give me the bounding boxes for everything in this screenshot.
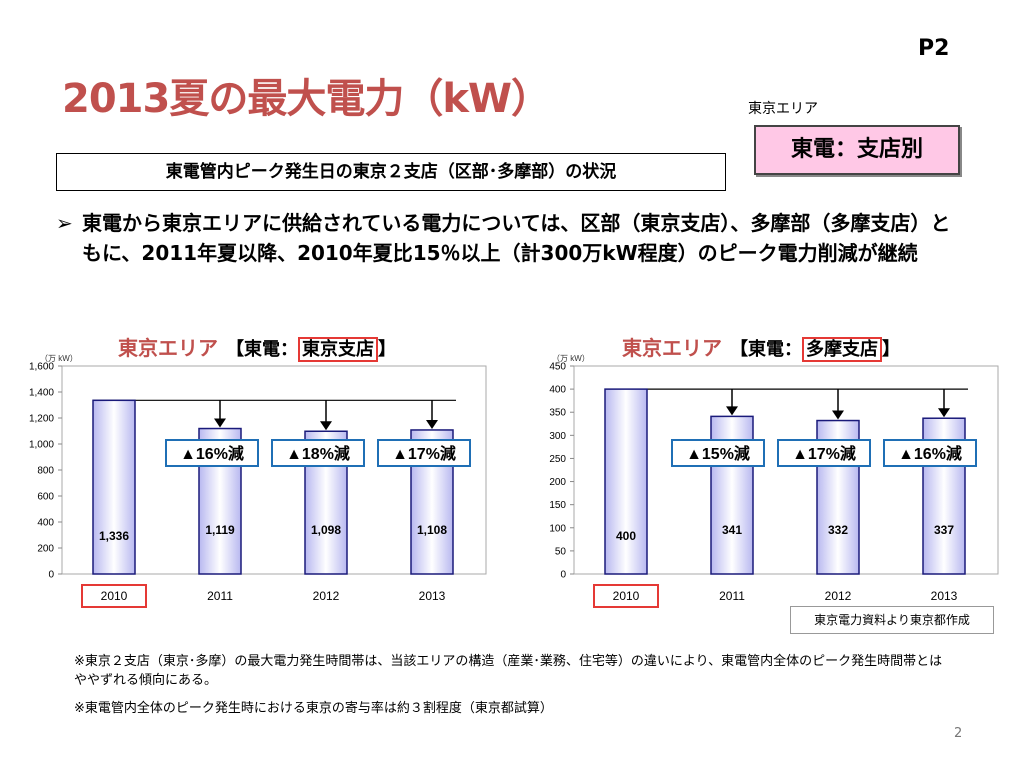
y-tick-label: 0	[560, 570, 566, 581]
chart-2-open: 【東電：	[730, 339, 802, 360]
reduction-label: ▲17%減	[392, 444, 456, 463]
y-tick-label: 250	[549, 454, 566, 465]
y-tick-label: 300	[549, 431, 566, 442]
reduction-arrowhead	[320, 421, 332, 431]
category-label: 2011	[719, 589, 745, 603]
y-unit-label: （万 kW）	[552, 354, 590, 363]
y-tick-label: 600	[37, 492, 54, 503]
bar-value-label: 337	[934, 523, 954, 537]
plot-frame	[573, 365, 999, 575]
y-tick-label: 200	[549, 477, 566, 488]
reduction-arrowhead	[726, 406, 738, 416]
y-tick-label: 100	[549, 523, 566, 534]
y-tick-label: 50	[555, 546, 567, 557]
y-tick-label: 1,200	[29, 414, 54, 425]
bar-value-label: 400	[616, 529, 636, 543]
y-tick-label: 150	[549, 500, 566, 511]
chart-2-heading: 東京エリア 【東電： 多摩支店】	[622, 332, 900, 362]
page-title: 2013夏の最大電力（kW）	[62, 76, 551, 122]
bar-value-label: 332	[828, 523, 848, 537]
reduction-label: ▲15%減	[686, 444, 750, 463]
y-tick-label: 1,400	[29, 388, 54, 399]
chart-2-close: 】	[882, 339, 900, 360]
source-note: 東京電力資料より東京都作成	[790, 606, 994, 634]
bar-value-label: 1,098	[311, 523, 341, 537]
reduction-badge	[777, 439, 871, 467]
reduction-arrowhead	[938, 408, 950, 418]
bar	[92, 399, 136, 575]
reduction-label: ▲17%減	[792, 444, 856, 463]
reduction-label: ▲18%減	[286, 444, 350, 463]
y-tick-label: 350	[549, 408, 566, 419]
chart-1-branch: 東京支店	[298, 337, 378, 362]
reduction-label: ▲16%減	[180, 444, 244, 463]
reduction-arrowhead	[214, 418, 226, 428]
chart-2-area: 東京エリア	[622, 336, 722, 360]
chart-1-area: 東京エリア	[118, 336, 218, 360]
bullet-arrow-icon: ➢	[56, 211, 73, 235]
category-label: 2010	[101, 589, 128, 603]
category-label: 2013	[419, 589, 446, 603]
y-tick-label: 400	[549, 385, 566, 396]
bar-value-label: 1,108	[417, 523, 447, 537]
y-tick-label: 800	[37, 466, 54, 477]
y-tick-label: 400	[37, 518, 54, 529]
reduction-badge	[883, 439, 977, 467]
branch-box: 東電：支店別	[754, 125, 960, 175]
reduction-arrowhead	[426, 419, 438, 429]
bullet-text: 東電から東京エリアに供給されている電力については、区部（東京支店）、多摩部（多摩…	[82, 211, 951, 265]
reduction-badge	[271, 439, 365, 467]
note-1: ※東京２支店（東京･多摩）の最大電力発生時間帯は、当該エリアの構造（産業･業務、…	[74, 654, 943, 688]
y-tick-label: 1,000	[29, 440, 54, 451]
bar-value-label: 1,119	[205, 523, 235, 537]
chart-2-branch: 多摩支店	[802, 337, 882, 362]
y-tick-label: 200	[37, 544, 54, 555]
reduction-badge	[165, 439, 259, 467]
reduction-label: ▲16%減	[898, 444, 962, 463]
y-tick-label: 1,600	[29, 362, 54, 373]
category-label: 2010	[613, 589, 640, 603]
highlight-box-2010	[81, 584, 147, 608]
chart-tokyo-branch: （万 kW） 0 200 400 600 800 1,000 1,200 1,400 1,600 1…	[29, 354, 487, 608]
chart-1-heading: 東京エリア 【東電： 東京支店】	[118, 332, 396, 362]
category-label: 2012	[313, 589, 340, 603]
reduction-badge	[671, 439, 765, 467]
bar-value-label: 1,336	[99, 529, 129, 543]
slide-number: 2	[954, 726, 963, 741]
highlight-box-2010	[593, 584, 659, 608]
category-label: 2012	[825, 589, 852, 603]
y-tick-label: 450	[549, 362, 566, 373]
y-unit-label: （万 kW）	[40, 354, 78, 363]
chart-tama-branch: （万 kW） 0 50 100 150 200 250 300 350 400 450 400 2010…	[549, 354, 999, 608]
y-tick-label: 0	[48, 570, 54, 581]
chart-1-open: 【東電：	[226, 339, 298, 360]
chart-1-close: 】	[378, 339, 396, 360]
reduction-arrowhead	[832, 410, 844, 420]
bar	[604, 388, 648, 575]
note-2: ※東電管内全体のピーク発生時における東京の寄与率は約３割程度（東京都試算）	[74, 701, 553, 716]
category-label: 2013	[931, 589, 958, 603]
subtitle-box: 東電管内ピーク発生日の東京２支店（区部･多摩部）の状況	[56, 153, 726, 191]
page-label: P2	[918, 36, 950, 61]
area-label: 東京エリア	[748, 101, 818, 117]
reduction-badge	[377, 439, 471, 467]
bar-value-label: 341	[722, 523, 742, 537]
category-label: 2011	[207, 589, 233, 603]
